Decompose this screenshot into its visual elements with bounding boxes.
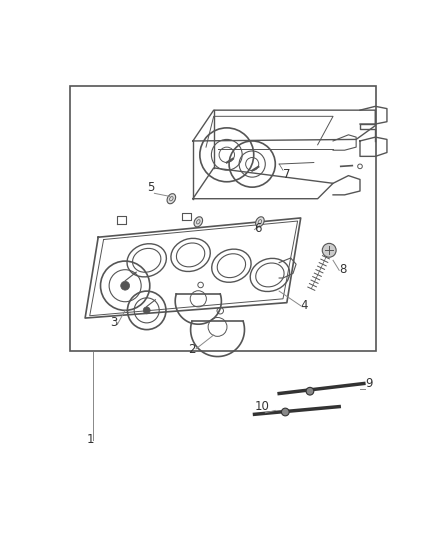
Text: 9: 9 bbox=[365, 377, 373, 390]
Ellipse shape bbox=[167, 193, 176, 204]
Text: 4: 4 bbox=[301, 299, 308, 312]
Text: 3: 3 bbox=[110, 316, 117, 329]
Bar bbox=[70, 85, 376, 351]
Circle shape bbox=[121, 281, 130, 290]
Ellipse shape bbox=[256, 217, 264, 227]
Text: 10: 10 bbox=[254, 400, 269, 414]
Text: 7: 7 bbox=[283, 168, 290, 181]
Text: 2: 2 bbox=[188, 343, 196, 356]
Circle shape bbox=[143, 307, 150, 314]
Ellipse shape bbox=[194, 217, 203, 227]
Text: 6: 6 bbox=[254, 222, 262, 235]
Circle shape bbox=[322, 244, 336, 257]
Text: 1: 1 bbox=[87, 433, 94, 446]
Text: 8: 8 bbox=[339, 263, 346, 277]
Circle shape bbox=[306, 387, 314, 395]
Circle shape bbox=[282, 408, 289, 416]
Text: 5: 5 bbox=[147, 181, 154, 194]
